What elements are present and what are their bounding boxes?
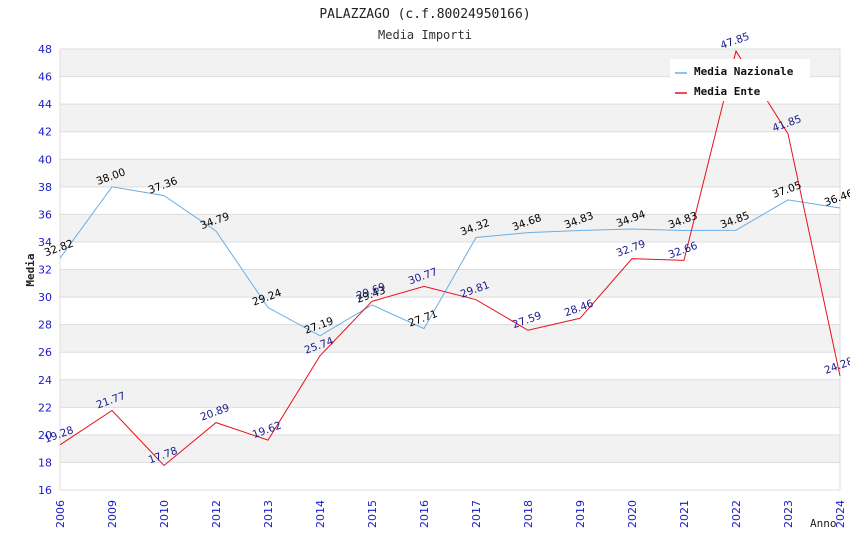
y-tick-label: 42 (38, 126, 52, 139)
x-tick-label: 2022 (730, 500, 743, 528)
legend-box (670, 59, 810, 101)
legend-label-ente: Media Ente (694, 85, 761, 98)
x-tick-label: 2009 (106, 500, 119, 528)
y-tick-label: 40 (38, 153, 52, 166)
grid-band (60, 104, 840, 132)
y-tick-label: 30 (38, 291, 52, 304)
y-tick-label: 36 (38, 208, 52, 221)
x-tick-label: 2017 (470, 500, 483, 528)
series-line-ente (59, 49, 841, 467)
legend: Media Nazionale Media Ente (670, 59, 810, 101)
x-tick-label: 2006 (54, 500, 67, 528)
y-tick-label: 32 (38, 264, 52, 277)
series-line-nazionale (59, 186, 841, 337)
chart-subtitle: Media Importi (378, 28, 472, 42)
grid-band (60, 241, 840, 270)
x-tick-label: 2010 (158, 500, 171, 528)
grid-band (60, 352, 840, 380)
x-tick-label: 2021 (678, 500, 691, 528)
grid-band (60, 186, 840, 215)
x-tick-label: 2015 (366, 500, 379, 528)
grid-band (60, 379, 840, 408)
grid-band (60, 407, 840, 435)
y-tick-label: 28 (38, 319, 52, 332)
y-tick-label: 26 (38, 346, 52, 359)
legend-label-nazionale: Media Nazionale (694, 65, 794, 78)
x-tick-label: 2023 (782, 500, 795, 528)
grid-band (60, 297, 840, 325)
y-tick-label: 24 (38, 374, 52, 387)
y-tick-label: 44 (38, 98, 52, 111)
x-tick-label: 2014 (314, 500, 327, 528)
grid-band (60, 434, 840, 463)
x-tick-label: 2012 (210, 500, 223, 528)
x-tick-label: 2018 (522, 500, 535, 528)
y-tick-label: 38 (38, 181, 52, 194)
gridlines (59, 48, 841, 491)
x-tick-label: 2013 (262, 500, 275, 528)
y-axis-label: Media (24, 253, 37, 286)
y-tick-label: 46 (38, 71, 52, 84)
x-axis-label: Anno (810, 517, 837, 530)
chart-title: PALAZZAGO (c.f.80024950166) (319, 7, 530, 22)
grid-band (60, 159, 840, 187)
x-tick-label: 2016 (418, 500, 431, 528)
y-tick-label: 22 (38, 401, 52, 414)
y-tick-label: 16 (38, 484, 52, 497)
x-tick-label: 2019 (574, 500, 587, 528)
series-lines (59, 49, 841, 467)
grid-band (60, 131, 840, 160)
y-tick-label: 34 (38, 236, 52, 249)
grid-band (60, 324, 840, 353)
y-tick-label: 18 (38, 456, 52, 469)
grid-band (60, 214, 840, 242)
y-tick-label: 48 (38, 43, 52, 56)
grid-band (60, 462, 840, 490)
x-tick-label: 2024 (834, 500, 847, 528)
x-tick-label: 2020 (626, 500, 639, 528)
y-tick-labels: 16 18 20 22 24 26 28 30 32 34 36 38 40 42 44 46 48 (38, 43, 52, 497)
x-tick-labels: 2006 2009 2010 2012 2013 2014 2015 2016 2017 2018… (54, 500, 847, 528)
y-tick-label: 20 (38, 429, 52, 442)
